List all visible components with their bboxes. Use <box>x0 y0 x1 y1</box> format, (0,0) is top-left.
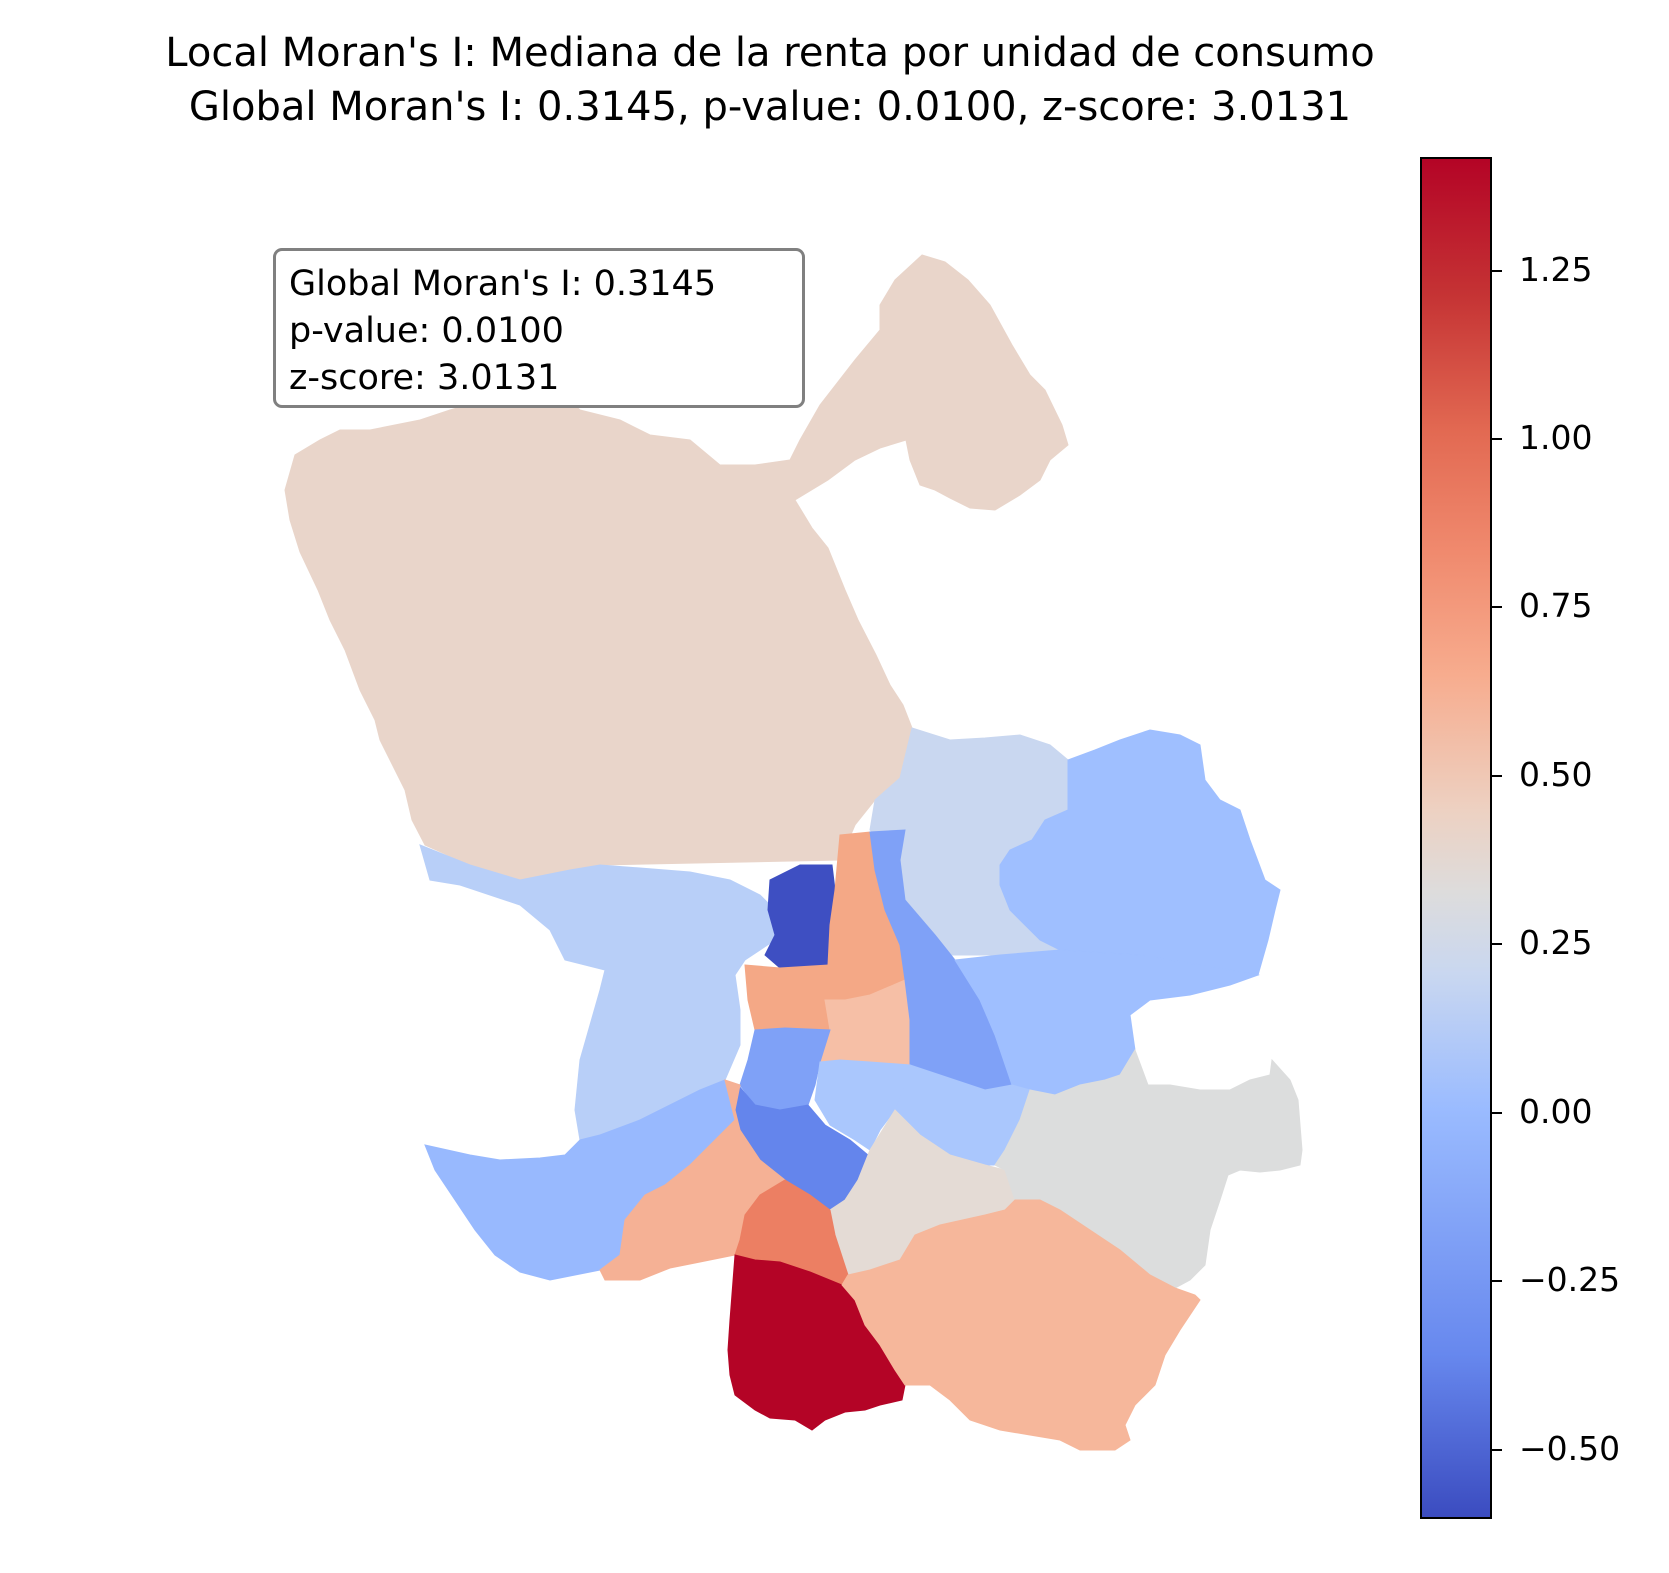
colorbar-tick <box>1492 1280 1502 1282</box>
map-title: Local Moran's I: Mediana de la renta por… <box>165 30 1375 76</box>
district-center-north <box>764 864 836 969</box>
z-score-label: z-score: 3.0131 <box>289 358 560 398</box>
colorbar-tick-label: 1.00 <box>1519 418 1593 457</box>
colorbar-tick <box>1492 438 1502 440</box>
map-subtitle: Global Moran's I: 0.3145, p-value: 0.010… <box>188 84 1352 130</box>
colorbar-tick-label: −0.25 <box>1519 1260 1621 1299</box>
colorbar-tick-label: 0.75 <box>1519 586 1593 625</box>
colorbar-tick-label: 1.25 <box>1519 250 1593 289</box>
colorbar-tick <box>1492 775 1502 777</box>
district-carabanchel <box>599 1079 786 1281</box>
colorbar-tick-label: 0.50 <box>1519 755 1593 794</box>
district-retiro <box>814 1059 911 1151</box>
colorbar-tick <box>1492 943 1502 945</box>
p-value-label: p-value: 0.0100 <box>289 311 564 351</box>
colorbar-tick <box>1492 1112 1502 1114</box>
district-east <box>999 729 1281 976</box>
colorbar-tick <box>1492 606 1502 608</box>
colorbar-tick <box>1492 1449 1502 1451</box>
colorbar-tick-label: 0.25 <box>1519 923 1593 962</box>
colorbar-tick-label: −0.50 <box>1519 1429 1621 1468</box>
colorbar-tick <box>1492 270 1502 272</box>
colorbar-tick-label: 0.00 <box>1519 1092 1593 1131</box>
global-stats-box: Global Moran's I: 0.3145 p-value: 0.0100… <box>273 248 805 408</box>
district-villaverde <box>727 1254 906 1431</box>
district-moncloa-south <box>744 964 831 1031</box>
district-villa-vallecas <box>841 1199 1201 1451</box>
colorbar <box>1420 157 1492 1519</box>
global-moran-label: Global Moran's I: 0.3145 <box>289 264 717 304</box>
